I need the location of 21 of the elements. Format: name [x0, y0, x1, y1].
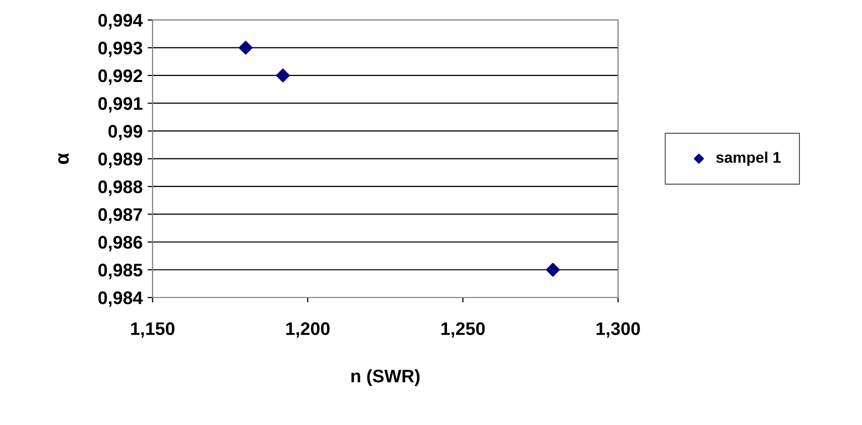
- y-tick-label: 0,986: [98, 236, 142, 252]
- point: [276, 68, 290, 82]
- y-tick-label: 0,993: [98, 42, 142, 58]
- x-tick-label: 1,200: [286, 322, 330, 338]
- x-tick-label: 1,150: [131, 322, 174, 338]
- x-tick-label: 1,250: [441, 322, 485, 338]
- y-tick-label: 0,992: [98, 69, 142, 85]
- y-tick-label: 0,984: [98, 291, 143, 307]
- y-tick-label: 0,987: [98, 208, 142, 224]
- y-tick-label: 0,99: [108, 124, 142, 140]
- point: [546, 262, 560, 277]
- x-axis-title: n (SWR): [351, 369, 420, 386]
- point: [238, 40, 253, 55]
- y-axis-title: α: [58, 152, 69, 164]
- legend-label: sampel 1: [716, 152, 781, 166]
- y-tick-label: 0,989: [98, 152, 142, 168]
- y-tick-label: 0,991: [98, 97, 142, 113]
- y-tick-label: 0,994: [98, 14, 143, 30]
- x-tick-label: 1,300: [596, 322, 640, 338]
- y-tick-label: 0,988: [98, 180, 142, 196]
- y-tick-label: 0,985: [98, 264, 142, 280]
